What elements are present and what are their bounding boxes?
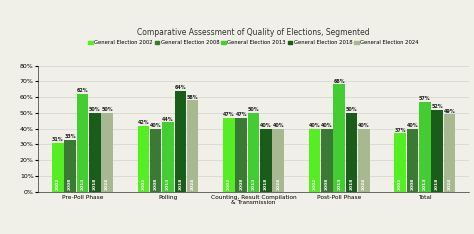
Bar [260, 129, 272, 192]
Text: 42%: 42% [137, 120, 149, 125]
Bar [89, 113, 100, 192]
Text: 50%: 50% [248, 107, 259, 112]
Text: 40%: 40% [150, 123, 162, 128]
Text: 50%: 50% [89, 107, 100, 112]
Bar [77, 94, 88, 192]
Text: 62%: 62% [77, 88, 88, 93]
Text: 68%: 68% [333, 79, 345, 84]
Text: 2002: 2002 [227, 177, 231, 190]
Text: 64%: 64% [174, 85, 186, 90]
Bar [150, 129, 162, 192]
Bar [321, 129, 333, 192]
Bar [174, 91, 186, 192]
Text: 50%: 50% [346, 107, 357, 112]
Text: 2002: 2002 [56, 177, 60, 190]
Text: 40%: 40% [358, 123, 370, 128]
Bar [248, 113, 259, 192]
Text: 2008: 2008 [68, 177, 72, 190]
Text: 2018: 2018 [349, 177, 354, 190]
Bar [333, 84, 345, 192]
Bar [52, 143, 64, 192]
Text: 58%: 58% [187, 95, 199, 100]
Text: 2008: 2008 [410, 177, 414, 190]
Text: 2024: 2024 [447, 177, 451, 190]
Text: 2018: 2018 [178, 177, 182, 190]
Text: 2008: 2008 [239, 177, 243, 190]
Text: 2008: 2008 [154, 177, 158, 190]
Text: 2018: 2018 [264, 177, 268, 190]
Text: 52%: 52% [431, 104, 443, 109]
Text: 2013: 2013 [166, 177, 170, 190]
Text: 2013: 2013 [423, 177, 427, 190]
Legend: General Election 2002, General Election 2008, General Election 2013, General Ele: General Election 2002, General Election … [88, 40, 419, 45]
Bar [64, 140, 76, 192]
Text: 31%: 31% [52, 137, 64, 142]
Text: 37%: 37% [394, 128, 406, 133]
Bar [407, 129, 418, 192]
Text: 44%: 44% [162, 117, 174, 122]
Text: 57%: 57% [419, 96, 430, 101]
Bar [444, 114, 455, 192]
Bar [419, 102, 430, 192]
Bar [358, 129, 370, 192]
Text: 2024: 2024 [105, 177, 109, 190]
Text: 2002: 2002 [141, 177, 146, 190]
Bar [137, 125, 149, 192]
Text: 50%: 50% [101, 107, 113, 112]
Text: 47%: 47% [223, 112, 235, 117]
Text: 2013: 2013 [81, 177, 84, 190]
Text: 2002: 2002 [398, 177, 402, 190]
Text: 2008: 2008 [325, 177, 329, 190]
Text: 33%: 33% [64, 134, 76, 139]
Bar [346, 113, 357, 192]
Bar [162, 122, 174, 192]
Bar [101, 113, 113, 192]
Bar [431, 110, 443, 192]
Text: 40%: 40% [273, 123, 284, 128]
Title: Comparative Assessment of Quality of Elections, Segmented: Comparative Assessment of Quality of Ele… [137, 28, 370, 37]
Text: 2024: 2024 [191, 177, 195, 190]
Text: 2002: 2002 [312, 177, 317, 190]
Bar [236, 118, 247, 192]
Text: 2024: 2024 [362, 177, 366, 190]
Text: 49%: 49% [444, 109, 456, 114]
Text: 40%: 40% [321, 123, 333, 128]
Text: 2024: 2024 [276, 177, 280, 190]
Text: 2018: 2018 [93, 177, 97, 190]
Text: 2013: 2013 [252, 177, 255, 190]
Text: 40%: 40% [309, 123, 320, 128]
Bar [187, 100, 199, 192]
Text: 2018: 2018 [435, 177, 439, 190]
Text: 2013: 2013 [337, 177, 341, 190]
Bar [273, 129, 284, 192]
Bar [309, 129, 320, 192]
Bar [394, 133, 406, 192]
Bar [223, 118, 235, 192]
Text: 40%: 40% [260, 123, 272, 128]
Text: 40%: 40% [407, 123, 418, 128]
Text: 47%: 47% [236, 112, 247, 117]
